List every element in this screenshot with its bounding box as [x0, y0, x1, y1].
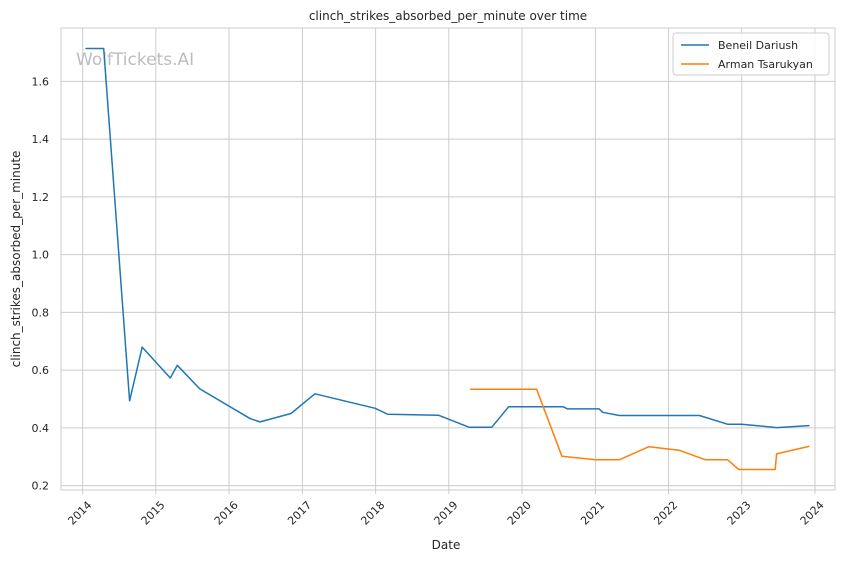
- x-axis: 2014 2015 2016 2017 2018 2019 2020 2021 2022 2023…: [65, 490, 827, 528]
- x-tick-label: 2022: [651, 499, 680, 528]
- series-line-beneil-dariush: [85, 47, 810, 429]
- x-tick-label: 2019: [432, 499, 461, 528]
- plot-frame: [60, 27, 836, 491]
- x-tick-label: 2024: [798, 499, 827, 528]
- y-axis-title: clinch_strikes_absorbed_per_minute: [9, 151, 23, 368]
- y-tick-label: 0.8: [32, 306, 50, 319]
- y-tick-label: 0.6: [32, 364, 50, 377]
- chart-title: clinch_strikes_absorbed_per_minute over …: [309, 9, 587, 23]
- plot-background: [61, 28, 835, 490]
- y-tick-label: 1.2: [32, 191, 50, 204]
- y-tick-label: 0.4: [32, 422, 50, 435]
- grid-lines: [61, 28, 835, 490]
- legend-label-arman-tsarukyan: Arman Tsarukyan: [718, 58, 813, 71]
- legend-label-beneil-dariush: Beneil Dariush: [718, 39, 798, 52]
- x-tick-label: 2016: [212, 499, 241, 528]
- x-tick-label: 2023: [725, 499, 754, 528]
- y-tick-label: 0.2: [32, 480, 50, 493]
- x-tick-label: 2018: [358, 499, 387, 528]
- x-tick-label: 2020: [505, 499, 534, 528]
- x-axis-title: Date: [432, 538, 461, 552]
- series-layer: [85, 47, 810, 471]
- x-tick-label: 2017: [285, 499, 314, 528]
- y-tick-label: 1.0: [32, 249, 50, 262]
- watermark: WolfTickets.AI: [76, 50, 194, 70]
- x-tick-label: 2021: [578, 499, 607, 528]
- y-tick-label: 1.6: [32, 75, 50, 88]
- legend-box: [672, 32, 830, 76]
- y-axis: 0.2 0.4 0.6 0.8 1.0 1.2 1.4 1.6: [32, 75, 50, 492]
- y-tick-label: 1.4: [32, 133, 50, 146]
- x-tick-label: 2014: [65, 499, 94, 528]
- x-tick-label: 2015: [139, 499, 168, 528]
- series-line-arman-tsarukyan: [469, 388, 810, 471]
- legend: Beneil Dariush Arman Tsarukyan: [672, 32, 830, 76]
